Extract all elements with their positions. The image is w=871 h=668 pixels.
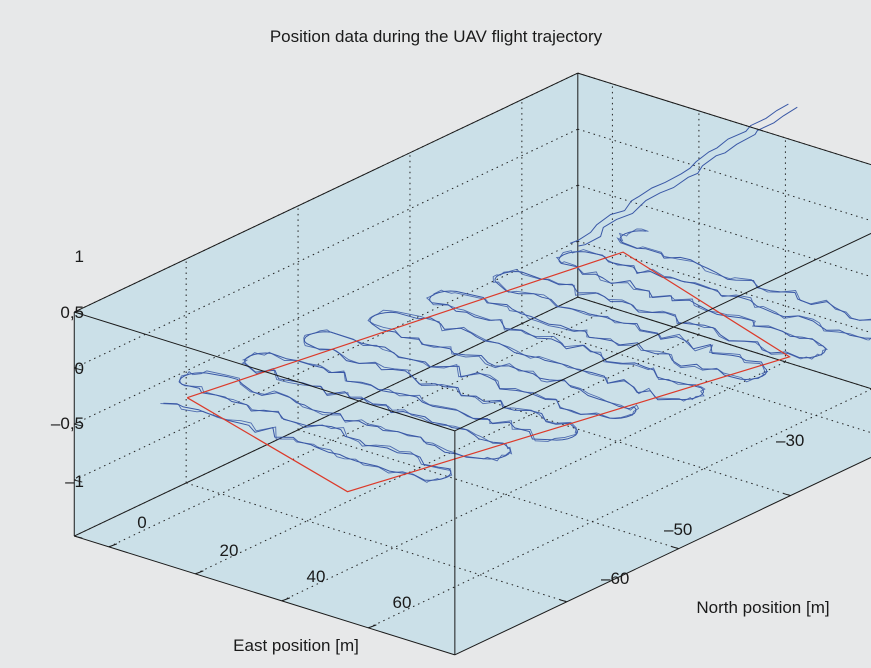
- z-tick-mark: [74, 423, 83, 427]
- box-edge: [577, 72, 871, 166]
- box-edge: [74, 535, 456, 656]
- grid-line: [577, 296, 871, 390]
- chart-title: Position data during the UAV flight traj…: [270, 27, 603, 46]
- z-tick-label: 0,5: [60, 303, 84, 322]
- x-axis-label: East position [m]: [233, 636, 359, 655]
- trajectory-plot: [160, 103, 871, 493]
- grid-line: [521, 323, 871, 434]
- z-tick-label: –1: [65, 472, 84, 491]
- x-tick-mark: [368, 624, 377, 629]
- box-edge: [454, 232, 871, 432]
- y-tick-label: –30: [776, 431, 804, 450]
- x-tick-label: 40: [307, 567, 326, 586]
- z-tick-label: –0,5: [51, 414, 84, 433]
- takeoff-path-line: [578, 106, 798, 247]
- z-tick-mark: [74, 311, 83, 315]
- y-tick-mark: [671, 546, 679, 550]
- box-edge: [74, 296, 579, 537]
- box-edge: [74, 311, 456, 432]
- z-tick-mark: [74, 535, 83, 539]
- reference-path-line: [186, 251, 791, 493]
- grid-line: [186, 482, 567, 603]
- x-tick-mark: [195, 570, 204, 575]
- axes-box-front: [73, 72, 871, 656]
- flight-path-line: [160, 228, 871, 483]
- flight-path-line: [163, 230, 871, 481]
- x-tick-mark: [108, 543, 118, 548]
- y-axis-label: North position [m]: [696, 598, 829, 617]
- tick-marks: [74, 311, 791, 629]
- z-tick-mark: [74, 367, 83, 371]
- z-tick-label: 0: [75, 359, 84, 378]
- y-tick-mark: [783, 493, 791, 497]
- y-tick-label: –50: [664, 520, 692, 539]
- grid-line: [577, 240, 871, 334]
- z-tick-label: 1: [75, 247, 84, 266]
- x-tick-label: 60: [393, 593, 412, 612]
- y-tick-mark: [559, 599, 567, 603]
- axes-box-back: [74, 73, 871, 655]
- z-tick-mark: [74, 479, 83, 483]
- box-edge: [74, 72, 579, 313]
- x-tick-label: 0: [137, 513, 146, 532]
- x-tick-label: 20: [220, 541, 239, 560]
- grid-line: [297, 429, 679, 550]
- box-edge: [454, 456, 871, 656]
- x-tick-mark: [281, 597, 291, 602]
- takeoff-path-line: [569, 103, 789, 244]
- box-fill: [74, 73, 871, 655]
- grid-line: [577, 128, 871, 222]
- y-tick-label: –60: [601, 569, 629, 588]
